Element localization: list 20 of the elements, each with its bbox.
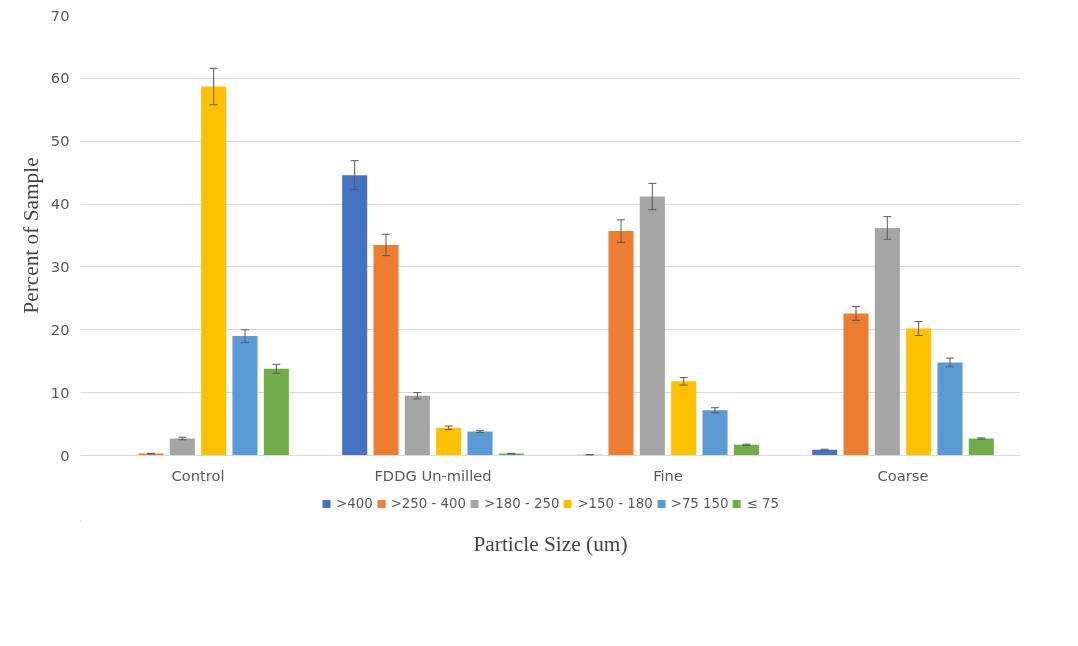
- y-tick-label: 50: [50, 132, 70, 150]
- legend-label: >180 - 250: [484, 495, 560, 511]
- x-axis-title: Particle Size (um): [473, 531, 628, 556]
- y-tick-label: 0: [60, 446, 70, 464]
- legend-label: >400: [336, 495, 373, 511]
- y-tick-label: 60: [50, 69, 70, 87]
- y-tick-label: 30: [50, 257, 70, 275]
- x-tick-label: Coarse: [877, 466, 929, 484]
- legend-label: >75 150: [670, 495, 729, 511]
- y-tick-label: 70: [50, 6, 70, 24]
- y-tick-label: 10: [50, 383, 70, 401]
- y-tick-label: 20: [50, 320, 70, 338]
- x-tick-label: Control: [171, 466, 225, 484]
- y-axis-title: Percent of Sample: [18, 157, 43, 314]
- legend-label: >150 - 180: [577, 495, 653, 511]
- y-tick-label: 40: [50, 195, 70, 213]
- x-tick-label: Fine: [653, 466, 683, 484]
- x-tick-label: FDDG Un-milled: [374, 466, 492, 484]
- legend-label: >250 - 400: [390, 495, 467, 511]
- legend-label: ≤ 75: [746, 495, 779, 511]
